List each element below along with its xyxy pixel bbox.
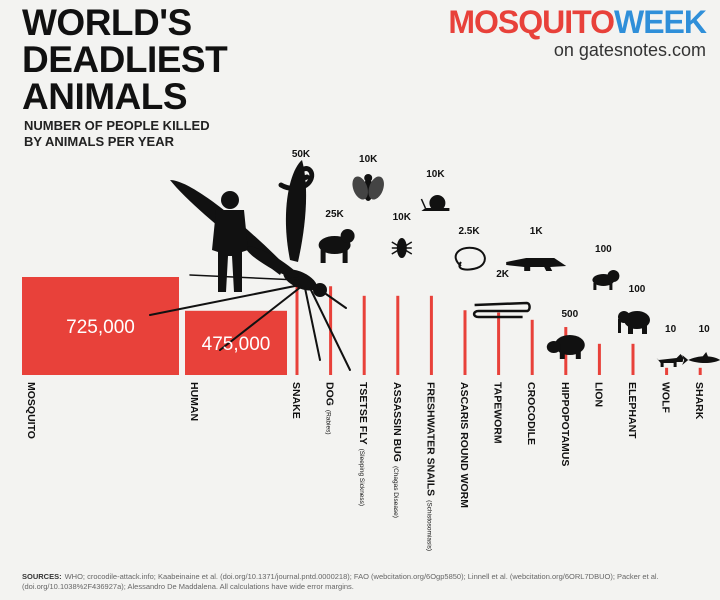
bar-crocodile bbox=[530, 319, 534, 375]
title-line-2: DEADLIEST bbox=[22, 39, 228, 80]
crocodile-icon bbox=[506, 258, 567, 271]
sources-note: SOURCES: WHO; crocodile-attack.info; Kaab… bbox=[22, 572, 702, 592]
snail-icon bbox=[420, 195, 450, 211]
category-label-shark: SHARK bbox=[693, 382, 705, 420]
category-label-tsetse-fly: TSETSE FLY(Sleeping Sickness) bbox=[357, 382, 369, 506]
category-label-human: HUMAN bbox=[188, 382, 200, 421]
bar-mosquito bbox=[22, 277, 179, 375]
value-label-freshwater-snails: 10K bbox=[426, 169, 445, 180]
sources-text: WHO; crocodile-attack.info; Kaabeinaine … bbox=[22, 572, 659, 591]
value-label-assassin-bug: 10K bbox=[393, 212, 412, 223]
value-label-snake: 50K bbox=[292, 149, 311, 160]
brand-logo: MOSQUITOWEEK on gatesnotes.com bbox=[448, 4, 707, 60]
category-label-crocodile: CROCODILE bbox=[525, 382, 537, 445]
roundworm-icon bbox=[454, 246, 486, 271]
bar-shark bbox=[698, 367, 702, 375]
lion-icon bbox=[592, 270, 620, 290]
category-label-wolf: WOLF bbox=[660, 382, 672, 413]
title-line-3: ANIMALS bbox=[22, 76, 188, 117]
bar-ascaris-round-worm bbox=[463, 310, 467, 375]
value-label-tapeworm: 2K bbox=[496, 269, 510, 280]
subtitle-line-2: BY ANIMALS PER YEAR bbox=[24, 134, 175, 149]
dog-icon bbox=[318, 229, 355, 263]
value-label-hippopotamus: 500 bbox=[561, 309, 578, 320]
human-icon bbox=[212, 191, 248, 292]
category-label-lion: LION bbox=[592, 382, 604, 407]
category-label-elephant: ELEPHANT bbox=[626, 382, 638, 439]
fly-icon bbox=[352, 174, 384, 201]
bar-snake bbox=[295, 279, 299, 375]
value-label-dog: 25K bbox=[325, 209, 344, 220]
category-label-mosquito: MOSQUITO bbox=[25, 382, 37, 439]
value-label-lion: 100 bbox=[595, 244, 612, 255]
value-label-crocodile: 1K bbox=[530, 226, 544, 237]
shark-icon bbox=[682, 352, 720, 365]
bug-icon bbox=[391, 238, 413, 258]
category-label-snake: SNAKE bbox=[290, 382, 302, 419]
value-label-shark: 10 bbox=[699, 324, 711, 335]
brand-subtitle: on gatesnotes.com bbox=[553, 40, 706, 60]
hippo-icon bbox=[546, 335, 585, 359]
brand-part-1: MOSQUITO bbox=[448, 4, 615, 40]
bar-wolf bbox=[665, 367, 669, 375]
bar-freshwater-snails bbox=[429, 295, 433, 375]
chart-title: WORLD'S DEADLIEST ANIMALS bbox=[22, 2, 228, 117]
value-label-wolf: 10 bbox=[665, 324, 677, 335]
title-line-1: WORLD'S bbox=[22, 2, 192, 43]
icons-layer bbox=[149, 159, 720, 371]
bar-human bbox=[185, 310, 287, 375]
bar-tsetse-fly bbox=[362, 295, 366, 375]
labels-layer: 725,000 MOSQUITO 475,000 HUMAN SNAKE 50K DOG(R… bbox=[25, 149, 710, 551]
subtitle-line-1: NUMBER OF PEOPLE KILLED bbox=[24, 118, 210, 133]
value-label-elephant: 100 bbox=[629, 284, 646, 295]
elephant-icon bbox=[618, 311, 650, 334]
category-label-dog: DOG(Rabies) bbox=[324, 382, 336, 434]
brand-part-2: WEEK bbox=[614, 4, 707, 40]
bar-chart: 725,000 MOSQUITO 475,000 HUMAN SNAKE 50K DOG(R… bbox=[22, 149, 720, 551]
bar-lion bbox=[597, 343, 601, 375]
category-label-hippopotamus: HIPPOPOTAMUS bbox=[559, 382, 571, 466]
brand-wordmark: MOSQUITOWEEK bbox=[448, 4, 707, 40]
sources-label: SOURCES: bbox=[22, 572, 62, 581]
category-label-assassin-bug: ASSASSIN BUG(Chagas Disease) bbox=[391, 382, 403, 518]
chart-subtitle: NUMBER OF PEOPLE KILLED BY ANIMALS PER Y… bbox=[24, 118, 210, 150]
bar-tapeworm bbox=[497, 312, 501, 375]
category-label-freshwater-snails: FRESHWATER SNAILS(Schistosomiasis) bbox=[424, 382, 436, 551]
category-label-tapeworm: TAPEWORM bbox=[492, 382, 504, 444]
category-label-ascaris-round-worm: ASCARIS ROUND WORM bbox=[458, 382, 470, 508]
value-label-ascaris-round-worm: 2.5K bbox=[458, 226, 480, 237]
bar-assassin-bug bbox=[396, 295, 400, 375]
wolf-icon bbox=[656, 354, 684, 367]
tapeworm-icon bbox=[472, 301, 531, 319]
value-label-human: 475,000 bbox=[202, 334, 271, 355]
value-label-mosquito: 725,000 bbox=[66, 317, 135, 338]
bar-elephant bbox=[631, 343, 635, 375]
value-label-tsetse-fly: 10K bbox=[359, 154, 378, 165]
